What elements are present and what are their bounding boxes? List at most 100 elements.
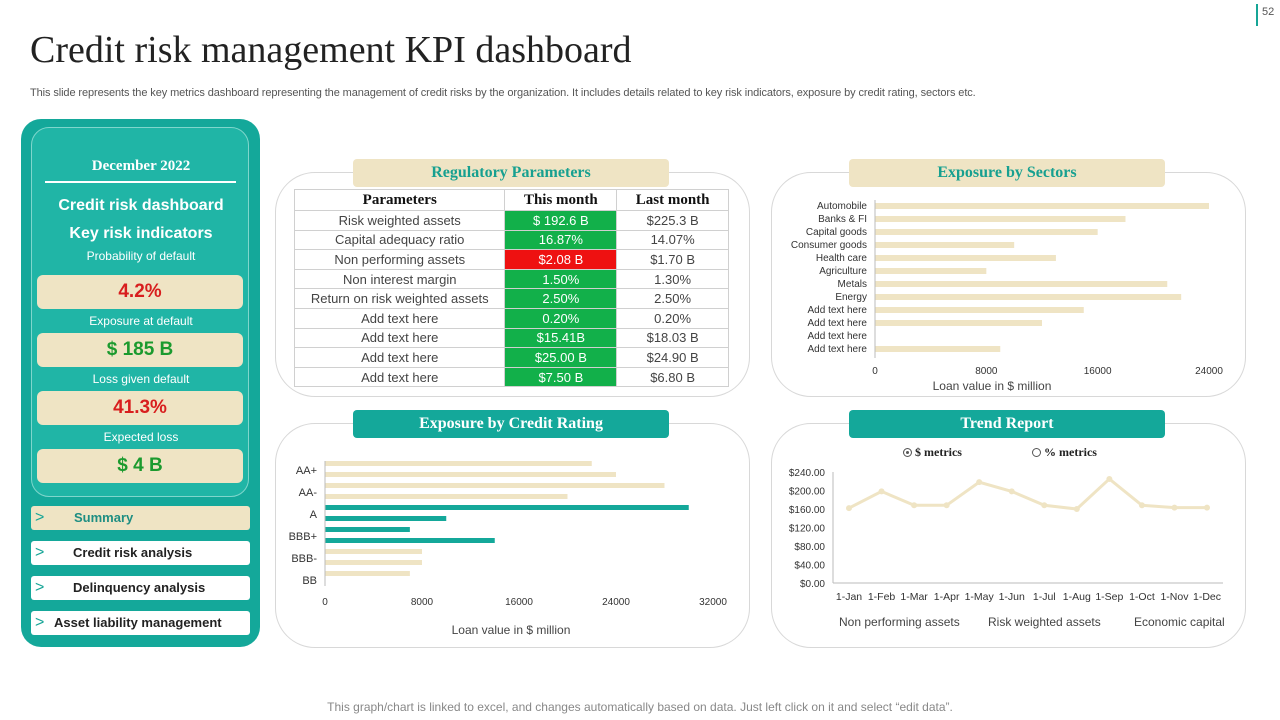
rating-bar — [325, 549, 422, 554]
kpi-label-lgd: Loss given default — [92, 372, 190, 386]
regulatory-header: Regulatory Parameters — [353, 159, 669, 187]
trend-point — [976, 479, 983, 486]
x-tick-label: 1-Aug — [1063, 591, 1091, 603]
last-month-cell: 2.50% — [616, 288, 729, 309]
x-tick-label: 32000 — [699, 597, 727, 608]
this-month-cell: $2.08 B — [504, 249, 618, 270]
last-month-cell: 14.07% — [616, 229, 729, 251]
y-tick-label: $160.00 — [789, 505, 826, 516]
this-month-cell: $25.00 B — [504, 347, 618, 368]
trend-point — [1073, 506, 1080, 512]
y-tick-label: $200.00 — [789, 487, 826, 498]
dashboard-title: Credit risk dashboard — [58, 197, 224, 214]
x-tick-label: 24000 — [602, 597, 630, 608]
sector-bar — [875, 229, 1098, 235]
x-tick-label: 0 — [322, 597, 328, 608]
legend-dollar-metrics[interactable]: $ metrics — [903, 445, 962, 460]
sector-bar — [875, 255, 1056, 261]
this-month-cell: 16.87% — [504, 229, 618, 251]
bottom-legend-economic-capital[interactable]: Economic capital — [1134, 615, 1225, 629]
bottom-legend-npa[interactable]: Non performing assets — [839, 615, 960, 629]
page-subtitle: This slide represents the key metrics da… — [30, 87, 976, 99]
kpi-value-el: $ 4 B — [37, 449, 243, 483]
x-axis-title: Loan value in $ million — [452, 623, 571, 637]
nav-delinquency-analysis[interactable]: > Delinquency analysis — [31, 576, 250, 600]
sector-bar — [875, 242, 1015, 248]
sector-label: Add text here — [808, 331, 868, 342]
rating-bar — [325, 560, 422, 565]
x-tick-label: 16000 — [1084, 366, 1112, 377]
month-divider — [45, 181, 236, 183]
regulatory-table: Parameters This month Last month Risk we… — [293, 189, 729, 388]
sector-bar — [875, 203, 1209, 209]
sector-label: Health care — [816, 253, 868, 264]
trend-header: Trend Report — [849, 410, 1165, 438]
rating-bar — [325, 538, 495, 543]
x-axis-title: Loan value in $ million — [933, 379, 1052, 393]
trend-point — [1106, 475, 1113, 482]
col-last-month: Last month — [616, 189, 729, 211]
rating-label: BBB+ — [289, 531, 317, 543]
trend-point — [1008, 488, 1015, 495]
nav-delinquency-analysis-label: Delinquency analysis — [73, 580, 206, 595]
nav-asset-liability-label: Asset liability management — [54, 615, 222, 630]
bottom-legend-rwa[interactable]: Risk weighted assets — [988, 615, 1101, 629]
kpi-value-lgd: 41.3% — [37, 391, 243, 425]
radio-selected-icon — [903, 448, 912, 457]
table-row: Add text here $25.00 B $24.90 B — [293, 347, 729, 368]
chevron-right-icon: > — [35, 509, 45, 526]
rating-label: A — [310, 509, 318, 521]
x-tick-label: 0 — [872, 366, 878, 377]
sector-label: Energy — [835, 292, 867, 303]
last-month-cell: $6.80 B — [616, 366, 729, 388]
param-cell: Non performing assets — [293, 249, 506, 270]
x-tick-label: 1-Oct — [1129, 591, 1155, 603]
trend-point — [1041, 502, 1048, 509]
left-kpi-panel: December 2022 Credit risk dashboard Key … — [21, 119, 260, 647]
trend-point — [911, 502, 918, 509]
x-tick-label: 1-Sep — [1095, 591, 1123, 603]
sector-label: Capital goods — [806, 227, 867, 238]
table-header-row: Parameters This month Last month — [293, 189, 729, 211]
nav-summary[interactable]: > Summary — [31, 506, 250, 530]
y-tick-label: $40.00 — [794, 561, 825, 572]
x-tick-label: 1-Feb — [868, 591, 896, 603]
this-month-cell: 0.20% — [504, 307, 618, 329]
rating-bar — [325, 472, 616, 477]
report-month: December 2022 — [91, 158, 191, 174]
legend-dollar-label: $ metrics — [915, 445, 962, 459]
rating-bar — [325, 527, 410, 532]
last-month-cell: $1.70 B — [616, 249, 729, 270]
param-cell: Add text here — [293, 307, 506, 329]
x-tick-label: 8000 — [975, 366, 998, 377]
nav-credit-risk-analysis[interactable]: > Credit risk analysis — [31, 541, 250, 565]
table-row: Non performing assets $2.08 B $1.70 B — [293, 249, 729, 270]
nav-asset-liability-management[interactable]: > Asset liability management — [31, 611, 250, 635]
param-cell: Return on risk weighted assets — [293, 288, 506, 309]
x-tick-label: 16000 — [505, 597, 533, 608]
kri-title: Key risk indicators — [69, 225, 213, 242]
legend-percent-metrics[interactable]: % metrics — [1032, 445, 1097, 460]
sector-bar — [875, 307, 1084, 313]
sectors-header: Exposure by Sectors — [849, 159, 1165, 187]
rating-bar — [325, 483, 665, 488]
credit-rating-chart: AA+ AA- A BBB+ BBB- BB 0 8000 16000 24000 32000 Loa… — [289, 461, 727, 637]
last-month-cell: $18.03 B — [616, 327, 729, 349]
credit-rating-panel — [275, 423, 750, 648]
x-tick-label: 1-Jul — [1033, 591, 1056, 603]
this-month-cell: $ 192.6 B — [504, 210, 618, 231]
table-row: Add text here $7.50 B $6.80 B — [293, 366, 729, 388]
chevron-right-icon: > — [35, 579, 45, 596]
rating-bar — [325, 494, 568, 499]
kpi-label-ead: Exposure at default — [89, 314, 193, 328]
credit-rating-header: Exposure by Credit Rating — [353, 410, 669, 438]
sector-bar — [875, 320, 1042, 326]
this-month-cell: $7.50 B — [504, 366, 618, 388]
table-row: Risk weighted assets $ 192.6 B $225.3 B — [293, 210, 729, 231]
table-row: Add text here $15.41B $18.03 B — [293, 327, 729, 349]
table-row: Return on risk weighted assets 2.50% 2.50% — [293, 288, 729, 309]
param-cell: Add text here — [293, 327, 506, 349]
radio-unselected-icon — [1032, 448, 1041, 457]
trend-line — [848, 476, 1207, 511]
trend-point — [878, 488, 885, 495]
